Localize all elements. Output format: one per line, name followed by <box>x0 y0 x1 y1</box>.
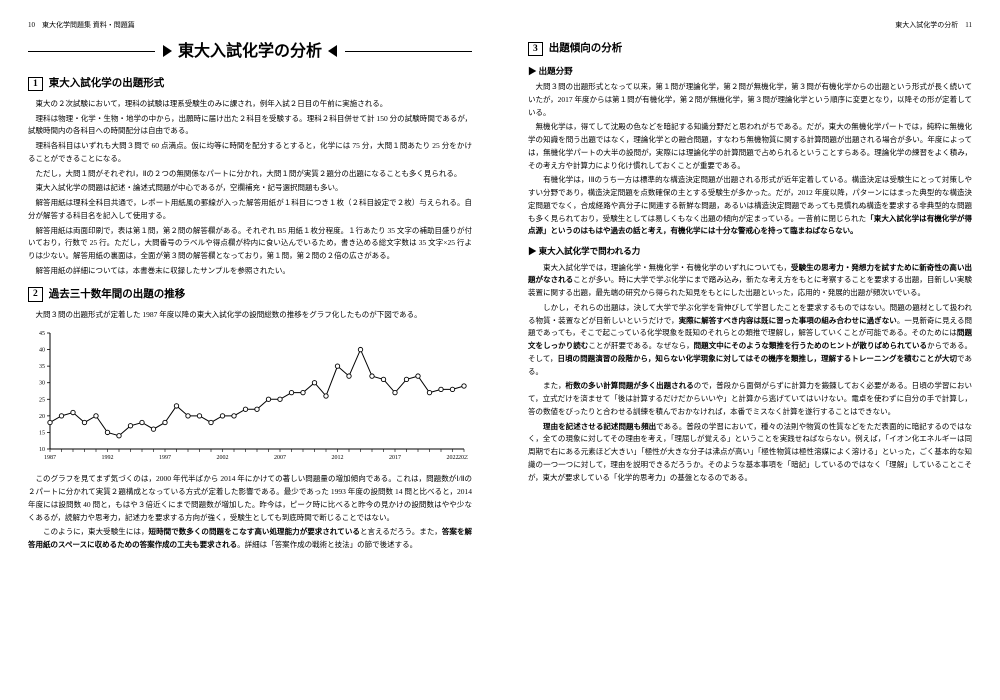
left-header: 10 東大化学問題集 資料・問題篇 <box>28 20 472 32</box>
triangle-left-icon <box>328 45 337 57</box>
left-page: 10 東大化学問題集 資料・問題篇 東大入試化学の分析 1 東大入試化学の出題形… <box>0 0 500 700</box>
sec1-p4: ただし，大問１問がそれぞれⅠ，Ⅱの２つの無関係なパートに分かれ，大問１問が実質２… <box>28 168 472 181</box>
svg-text:1997: 1997 <box>159 455 171 461</box>
main-title-row: 東大入試化学の分析 <box>28 38 472 65</box>
svg-text:40: 40 <box>39 348 45 354</box>
page-number-left: 10 東大化学問題集 資料・問題篇 <box>28 20 135 32</box>
rule-right <box>345 51 472 53</box>
sub-head-1: 出題分野 <box>528 64 972 78</box>
svg-text:2012: 2012 <box>332 455 344 461</box>
sec1-p2: 理科は物理・化学・生物・地学の中から，出願時に届け出た２科目を受験する。理科２科… <box>28 113 472 139</box>
main-title-text: 東大入試化学の分析 <box>178 38 322 65</box>
sub-head-2: 東大入試化学で問われる力 <box>528 244 972 258</box>
s3s2-p4: 理由を記述させる記述問題も頻出である。普段の学習において，種々の法則や物質の性質… <box>528 421 972 485</box>
svg-text:1987: 1987 <box>44 455 56 461</box>
section-2-num: 2 <box>28 287 43 301</box>
svg-text:45: 45 <box>39 331 45 337</box>
main-title: 東大入試化学の分析 <box>155 38 345 65</box>
section-3-head: 3 出題傾向の分析 <box>528 40 972 58</box>
section-3-title: 出題傾向の分析 <box>549 40 623 58</box>
svg-text:15: 15 <box>39 431 45 437</box>
sec1-p6: 解答用紙は理科全科目共通で，レポート用紙風の罫線が入った解答用紙が１科目につき１… <box>28 197 472 223</box>
svg-text:2007: 2007 <box>274 455 286 461</box>
section-1-head: 1 東大入試化学の出題形式 <box>28 75 472 93</box>
s3s1-p3: 有機化学は，ⅠⅡのうち一方は標準的な構造決定問題が出題される形式が近年定着してい… <box>528 174 972 238</box>
s3s2-p1: 東大入試化学では，理論化学・無機化学・有機化学のいずれについても，受験生の思考力… <box>528 262 972 300</box>
sec1-p1: 東大の２次試験において，理科の試験は理系受験生のみに課され，例年入試２日目の午前… <box>28 98 472 111</box>
section-2-head: 2 過去三十数年間の出題の推移 <box>28 286 472 304</box>
svg-text:30: 30 <box>39 381 45 387</box>
svg-text:25: 25 <box>39 398 45 404</box>
svg-text:10: 10 <box>39 447 45 453</box>
sec2-intro: 大問３問の出題形式が定着した 1987 年度以降の東大入試化学の設問総数の推移を… <box>28 309 472 322</box>
s3s2-p3: また，桁数の多い計算問題が多く出題されるので，普段から面倒がらずに計算力を鍛錬し… <box>528 380 972 418</box>
section-3-num: 3 <box>528 42 543 56</box>
right-header: 東大入試化学の分析 11 <box>528 20 972 32</box>
page-spread: 10 東大化学問題集 資料・問題篇 東大入試化学の分析 1 東大入試化学の出題形… <box>0 0 1000 700</box>
chart-svg: 10 15 20 25 30 35 40 45 1987 1992 1997 2002 2007 2012… <box>28 327 468 467</box>
page-number-right: 東大入試化学の分析 11 <box>895 20 972 32</box>
section-1-title: 東大入試化学の出題形式 <box>49 75 165 93</box>
section-2-title: 過去三十数年間の出題の推移 <box>49 286 186 304</box>
line-chart: 10 15 20 25 30 35 40 45 1987 1992 1997 2002 2007 2012… <box>28 327 472 467</box>
s3s2-p2: しかし，それらの出題は，決して大学で学ぶ化学を背伸びして学習したことを要求するも… <box>528 302 972 379</box>
svg-text:2022: 2022 <box>447 455 459 461</box>
sec2-p2: このように，東大受験生には，短時間で数多くの問題をこなす高い処理能力が要求されて… <box>28 526 472 552</box>
sec2-p1: このグラフを見てまず気づくのは，2000 年代半ばから 2014 年にかけての著… <box>28 473 472 524</box>
svg-text:20: 20 <box>39 414 45 420</box>
sec1-p8: 解答用紙の詳細については，本書巻末に収録したサンプルを参照されたい。 <box>28 265 472 278</box>
triangle-right-icon <box>163 45 172 57</box>
right-page: 東大入試化学の分析 11 3 出題傾向の分析 出題分野 大問３問の出題形式となっ… <box>500 0 1000 700</box>
sec1-p5: 東大入試化学の問題は記述・論述式問題が中心であるが，空欄補充・記号選択問題も多い… <box>28 182 472 195</box>
s3s1-p1: 大問３問の出題形式となって以来，第１問が理論化学，第２問が無機化学，第３問が有機… <box>528 81 972 119</box>
svg-text:2017: 2017 <box>389 455 401 461</box>
svg-text:2002: 2002 <box>217 455 229 461</box>
svg-text:1992: 1992 <box>102 455 114 461</box>
svg-text:2023: 2023 <box>458 455 468 461</box>
svg-text:35: 35 <box>39 364 45 370</box>
sec1-p3: 理科各科目はいずれも大問３問で 60 点満点。仮に均等に時間を配分するとすると，… <box>28 140 472 166</box>
section-1-num: 1 <box>28 77 43 91</box>
rule-left <box>28 51 155 53</box>
s3s1-p2: 無機化学は，得てして沈殿の色などを暗記する知識分野だと思われがちである。だが，東… <box>528 121 972 172</box>
sec1-p7: 解答用紙は両面印刷で，表は第１問，第２問の解答欄がある。それぞれ B5 用紙１枚… <box>28 225 472 263</box>
